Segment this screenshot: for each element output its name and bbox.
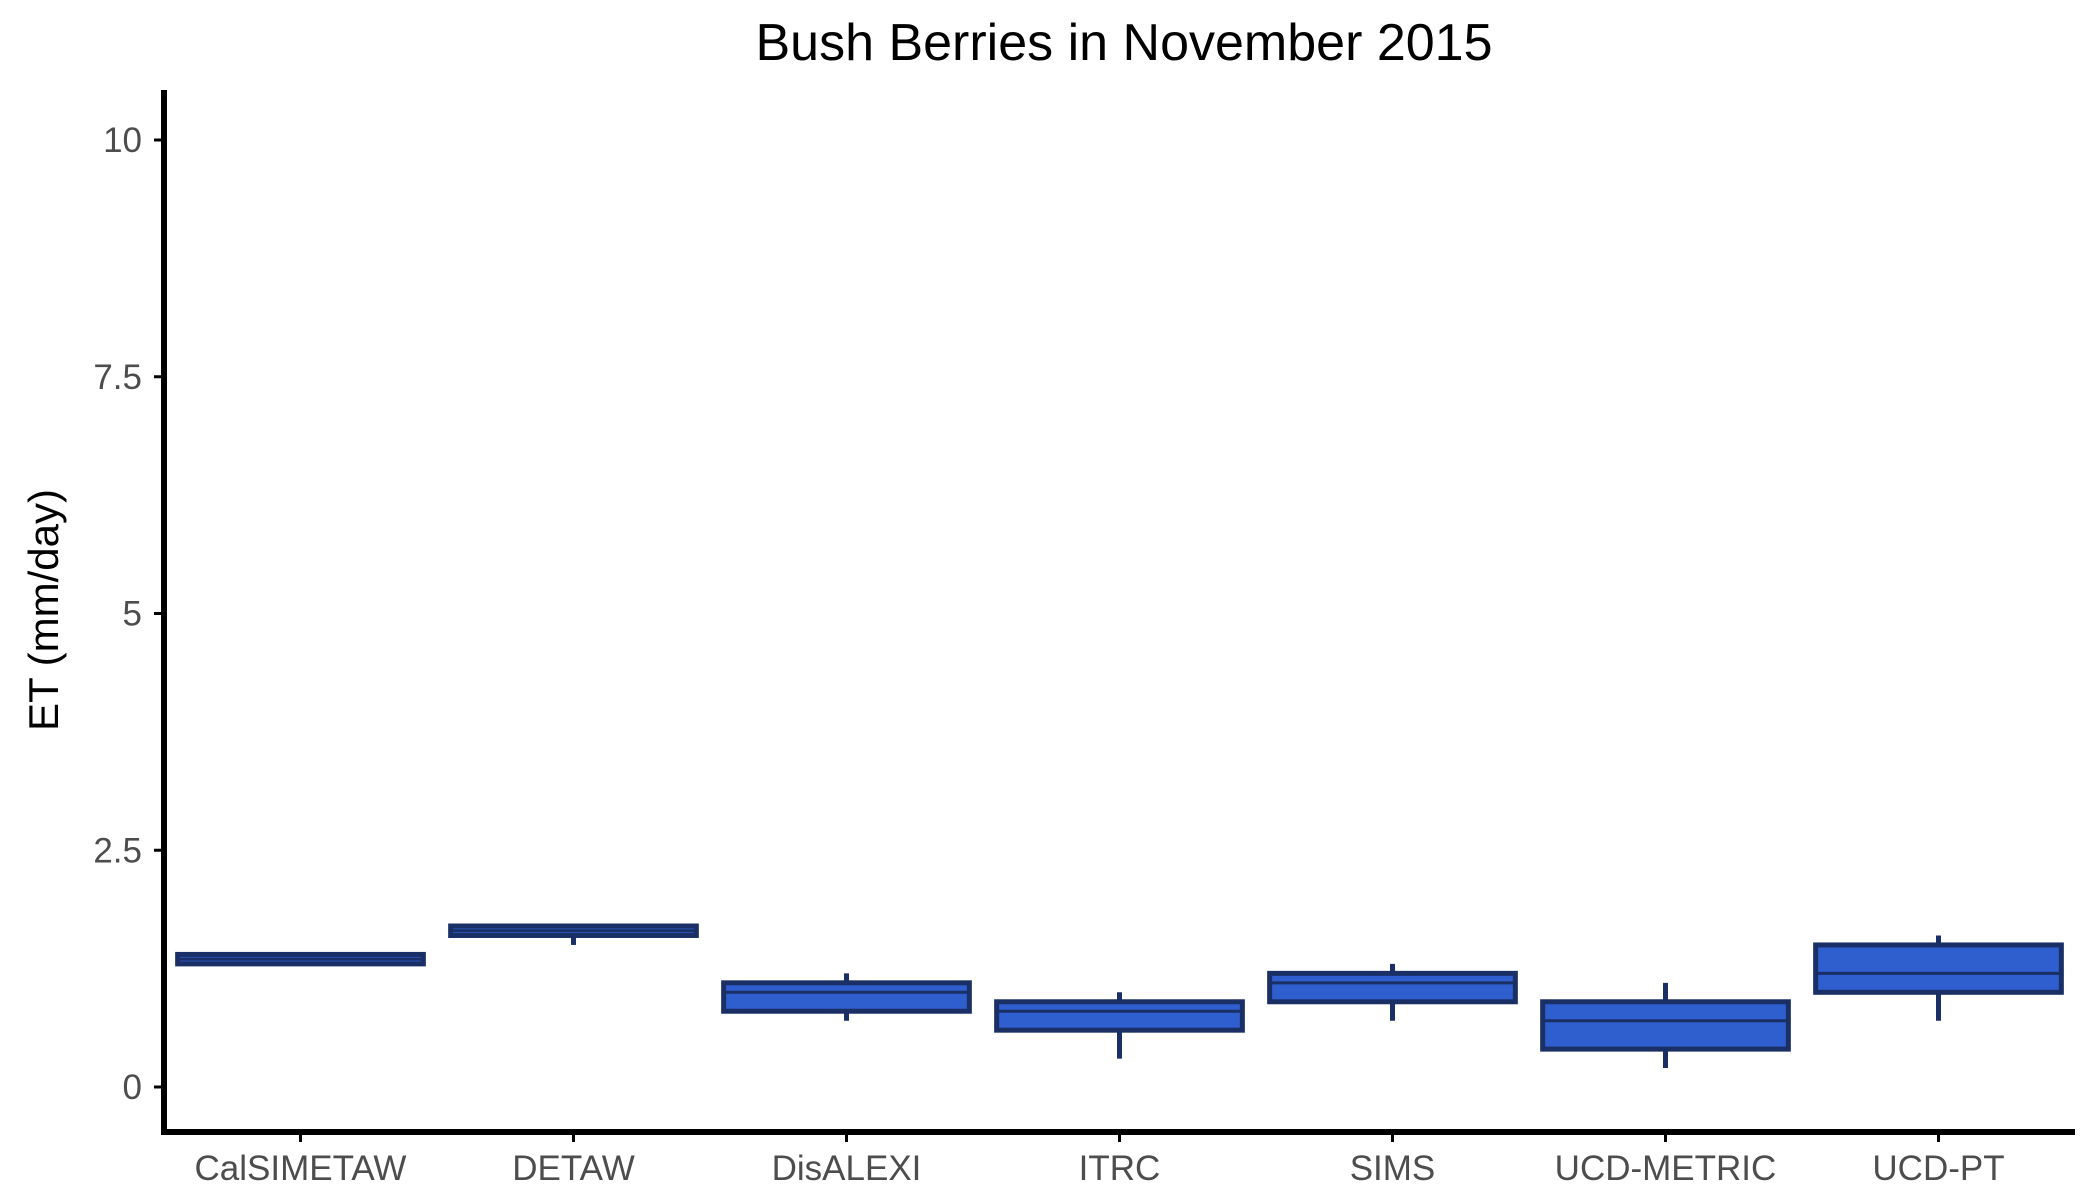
y-tick-label: 10 <box>103 121 142 160</box>
y-axis-ticks: 0 2.5 5 7.5 10 <box>93 121 164 1107</box>
y-axis-label: ET (mm/day) <box>20 489 67 731</box>
x-tick-label: DisALEXI <box>772 1149 922 1188</box>
x-axis-ticks: CalSIMETAW DETAW DisALEXI ITRC SIMS UCD-METRI… <box>195 1132 2005 1188</box>
box-ucd-metric <box>1540 982 1791 1069</box>
y-tick-label: 5 <box>123 595 142 634</box>
box-body <box>994 999 1245 1033</box>
box-ucd-pt <box>1813 935 2064 1021</box>
x-tick-label: DETAW <box>512 1149 634 1188</box>
box-group <box>175 923 2064 1069</box>
box-calsimetaw <box>175 951 426 967</box>
box-sims <box>1267 963 1518 1021</box>
y-tick-label: 0 <box>123 1068 142 1107</box>
box-detaw <box>448 923 699 945</box>
box-body <box>1540 999 1791 1052</box>
y-tick-label: 7.5 <box>93 358 142 397</box>
box-body <box>1813 942 2064 995</box>
box-disalexi <box>721 973 972 1021</box>
x-tick-label: ITRC <box>1079 1149 1161 1188</box>
box-itrc <box>994 992 1245 1059</box>
x-tick-label: SIMS <box>1350 1149 1436 1188</box>
box-body <box>1267 970 1518 1005</box>
x-tick-label: UCD-METRIC <box>1555 1149 1777 1188</box>
box-body <box>721 980 972 1014</box>
y-tick-label: 2.5 <box>93 831 142 870</box>
x-tick-label: UCD-PT <box>1872 1149 2004 1188</box>
x-tick-label: CalSIMETAW <box>195 1149 407 1188</box>
chart-title: Bush Berries in November 2015 <box>755 14 1492 72</box>
